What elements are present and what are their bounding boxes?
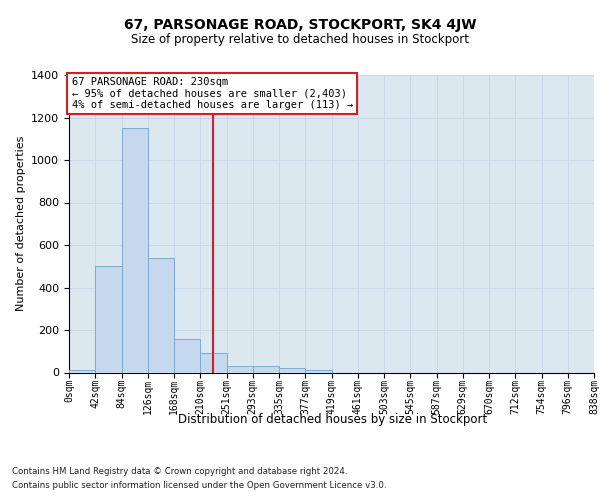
Bar: [305, 370, 331, 372]
Text: 67 PARSONAGE ROAD: 230sqm
← 95% of detached houses are smaller (2,403)
4% of sem: 67 PARSONAGE ROAD: 230sqm ← 95% of detac…: [71, 77, 353, 110]
Bar: [174, 338, 200, 372]
Y-axis label: Number of detached properties: Number of detached properties: [16, 136, 26, 312]
Bar: [69, 370, 95, 372]
Bar: [200, 354, 227, 372]
Text: Size of property relative to detached houses in Stockport: Size of property relative to detached ho…: [131, 32, 469, 46]
Text: Contains HM Land Registry data © Crown copyright and database right 2024.: Contains HM Land Registry data © Crown c…: [12, 468, 347, 476]
Text: Distribution of detached houses by size in Stockport: Distribution of detached houses by size …: [178, 412, 488, 426]
Text: Contains public sector information licensed under the Open Government Licence v3: Contains public sector information licen…: [12, 481, 386, 490]
Bar: [253, 366, 279, 372]
Text: 67, PARSONAGE ROAD, STOCKPORT, SK4 4JW: 67, PARSONAGE ROAD, STOCKPORT, SK4 4JW: [124, 18, 476, 32]
Bar: [95, 266, 121, 372]
Bar: [148, 258, 174, 372]
Bar: [227, 366, 253, 372]
Bar: [279, 368, 305, 372]
Bar: [121, 128, 148, 372]
